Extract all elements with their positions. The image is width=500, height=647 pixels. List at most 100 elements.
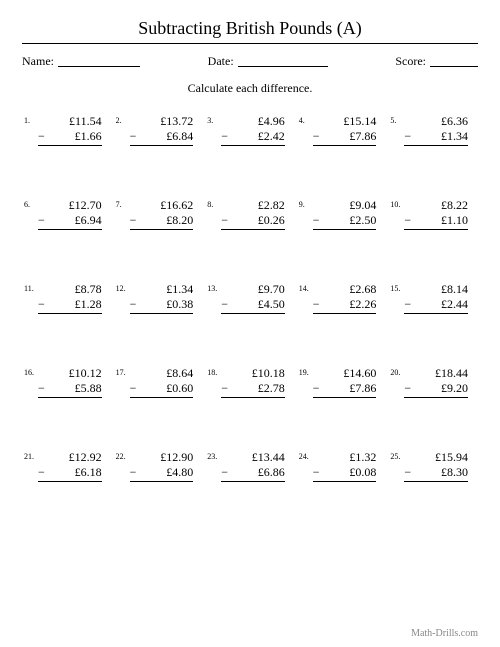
subtrahend-row: −£0.38	[130, 297, 194, 314]
subtrahend-row: −£9.20	[404, 381, 468, 398]
problem-number: 9.	[299, 198, 313, 209]
subtrahend-row: −£5.88	[38, 381, 102, 398]
problem: 24.£1.32−£0.08	[299, 450, 385, 482]
minuend: £11.54	[38, 114, 102, 129]
subtrahend-row: −£8.30	[404, 465, 468, 482]
problem: 10.£8.22− £1.10	[390, 198, 476, 230]
minus-sign: −	[313, 129, 320, 144]
problem-number: 16.	[24, 366, 38, 377]
minus-sign: −	[404, 297, 411, 312]
problem-stack: £10.18− £2.78	[221, 366, 293, 398]
minuend: £18.44	[404, 366, 468, 381]
problem-stack: £12.92−£6.18	[38, 450, 110, 482]
subtrahend: £6.94	[75, 213, 102, 228]
minus-sign: −	[38, 465, 45, 480]
subtrahend-row: − £2.78	[221, 381, 285, 398]
problem: 13.£9.70−£4.50	[207, 282, 293, 314]
subtrahend-row: − £1.28	[38, 297, 102, 314]
subtrahend: £6.86	[258, 465, 285, 480]
subtrahend-row: −£2.26	[313, 297, 377, 314]
subtrahend-row: −£0.08	[313, 465, 377, 482]
minuend: £14.60	[313, 366, 377, 381]
minuend: £10.18	[221, 366, 285, 381]
problem-number: 11.	[24, 282, 38, 293]
minus-sign: −	[38, 297, 45, 312]
subtrahend-row: −£7.86	[313, 129, 377, 146]
problem: 3.£4.96−£2.42	[207, 114, 293, 146]
problem-number: 21.	[24, 450, 38, 461]
minus-sign: −	[221, 381, 228, 396]
problem-number: 10.	[390, 198, 404, 209]
footer: Math-Drills.com	[411, 628, 478, 639]
minuend: £2.68	[313, 282, 377, 297]
problem-stack: £16.62−£8.20	[130, 198, 202, 230]
subtrahend: £1.28	[75, 297, 102, 312]
problem-number: 20.	[390, 366, 404, 377]
problem-number: 13.	[207, 282, 221, 293]
problem: 9.£9.04−£2.50	[299, 198, 385, 230]
problem: 12.£1.34−£0.38	[116, 282, 202, 314]
problem: 14.£2.68−£2.26	[299, 282, 385, 314]
problem-number: 12.	[116, 282, 130, 293]
problem-number: 6.	[24, 198, 38, 209]
minuend: £1.32	[313, 450, 377, 465]
problem-number: 5.	[390, 114, 404, 125]
subtrahend-row: −£4.50	[221, 297, 285, 314]
minus-sign: −	[38, 381, 45, 396]
header-row: Name: Date: Score:	[22, 54, 478, 69]
problems-grid: 1.£11.54−£1.662.£13.72−£6.843.£4.96−£2.4…	[22, 114, 478, 482]
date-line	[238, 54, 328, 67]
problem-number: 4.	[299, 114, 313, 125]
subtrahend: £7.86	[349, 381, 376, 396]
problem-stack: £8.22− £1.10	[404, 198, 476, 230]
minus-sign: −	[38, 129, 45, 144]
minuend: £10.12	[38, 366, 102, 381]
problem: 18.£10.18− £2.78	[207, 366, 293, 398]
subtrahend-row: − £2.50	[313, 213, 377, 230]
score-label: Score:	[395, 54, 426, 69]
problem: 8.£2.82−£0.26	[207, 198, 293, 230]
problem-number: 7.	[116, 198, 130, 209]
problem-stack: £6.36−£1.34	[404, 114, 476, 146]
name-label: Name:	[22, 54, 54, 69]
problem-number: 2.	[116, 114, 130, 125]
problem-number: 3.	[207, 114, 221, 125]
minus-sign: −	[404, 381, 411, 396]
problem-stack: £18.44−£9.20	[404, 366, 476, 398]
problem-number: 15.	[390, 282, 404, 293]
minus-sign: −	[404, 213, 411, 228]
problem: 5.£6.36−£1.34	[390, 114, 476, 146]
minus-sign: −	[130, 381, 137, 396]
problem-number: 17.	[116, 366, 130, 377]
minuend: £6.36	[404, 114, 468, 129]
subtrahend-row: − £0.60	[130, 381, 194, 398]
subtrahend-row: −£4.80	[130, 465, 194, 482]
subtrahend-row: −£1.34	[404, 129, 468, 146]
minus-sign: −	[404, 129, 411, 144]
problem: 23.£13.44−£6.86	[207, 450, 293, 482]
subtrahend: £1.10	[441, 213, 468, 228]
subtrahend: £2.50	[349, 213, 376, 228]
problem: 22.£12.90−£4.80	[116, 450, 202, 482]
problem-number: 23.	[207, 450, 221, 461]
minuend: £8.22	[404, 198, 468, 213]
minuend: £12.92	[38, 450, 102, 465]
date-label: Date:	[208, 54, 234, 69]
problem-stack: £12.90−£4.80	[130, 450, 202, 482]
subtrahend: £0.60	[166, 381, 193, 396]
problem-number: 18.	[207, 366, 221, 377]
subtrahend: £8.20	[166, 213, 193, 228]
minus-sign: −	[313, 381, 320, 396]
problem: 2.£13.72−£6.84	[116, 114, 202, 146]
subtrahend-row: −£6.86	[221, 465, 285, 482]
minus-sign: −	[313, 213, 320, 228]
problem-stack: £13.72−£6.84	[130, 114, 202, 146]
problem-number: 8.	[207, 198, 221, 209]
instruction: Calculate each difference.	[22, 81, 478, 96]
subtrahend-row: −£6.94	[38, 213, 102, 230]
minuend: £9.70	[221, 282, 285, 297]
subtrahend-row: − £7.86	[313, 381, 377, 398]
problem-stack: £2.68−£2.26	[313, 282, 385, 314]
subtrahend: £2.78	[258, 381, 285, 396]
problem-stack: £8.78−£1.28	[38, 282, 110, 314]
